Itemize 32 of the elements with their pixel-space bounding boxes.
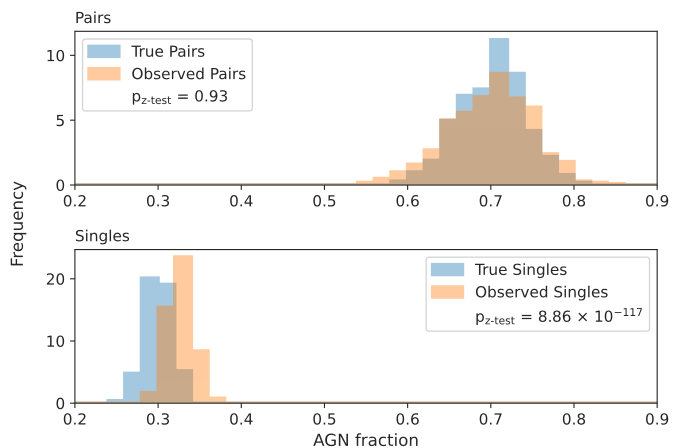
y-tick-label: 10 [47, 50, 64, 62]
x-tick-label: 0.6 [396, 413, 419, 425]
legend-label: Observed Singles [476, 286, 608, 301]
x-tick-label: 0.8 [562, 195, 586, 207]
y-tick-label: 5 [56, 114, 64, 126]
x-tick-label: 0.3 [146, 413, 170, 425]
x-tick-label: 0.9 [646, 413, 668, 425]
y-tick-label: 0 [56, 398, 64, 410]
legend-label: True Pairs [131, 45, 204, 57]
x-tick-label: 0.9 [646, 195, 668, 207]
y-tick-label: 20 [46, 273, 64, 285]
legend-label: Observed Pairs [132, 68, 246, 80]
x-tick-label: 0.7 [480, 195, 502, 207]
y-axis-title: Frequency [10, 181, 26, 266]
x-tick-label: 0.8 [562, 413, 586, 425]
x-tick-label: 0.2 [64, 413, 86, 425]
x-tick-label: 0.7 [480, 413, 502, 425]
x-tick-label: 0.5 [313, 195, 336, 207]
annotation: p$_{z-test}$ = 8.86 × 10$^{−117}$ [476, 308, 642, 325]
x-tick-label: 0.3 [146, 195, 170, 207]
x-tick-label: 0.4 [230, 413, 253, 425]
x-axis-title: AGN fraction [313, 433, 418, 446]
x-tick-label: 0.6 [396, 195, 419, 207]
x-tick-label: 0.4 [230, 195, 253, 207]
y-tick-label: 10 [47, 335, 64, 348]
y-tick-label: 0 [56, 179, 64, 192]
annotation: p$_{z-test}$ = 0.93 [132, 90, 228, 105]
chart-title: Pairs [76, 11, 111, 24]
chart-title: Singles [76, 230, 130, 244]
legend-label: True Singles [475, 263, 567, 278]
x-tick-label: 0.5 [313, 413, 336, 425]
x-tick-label: 0.2 [64, 195, 86, 207]
